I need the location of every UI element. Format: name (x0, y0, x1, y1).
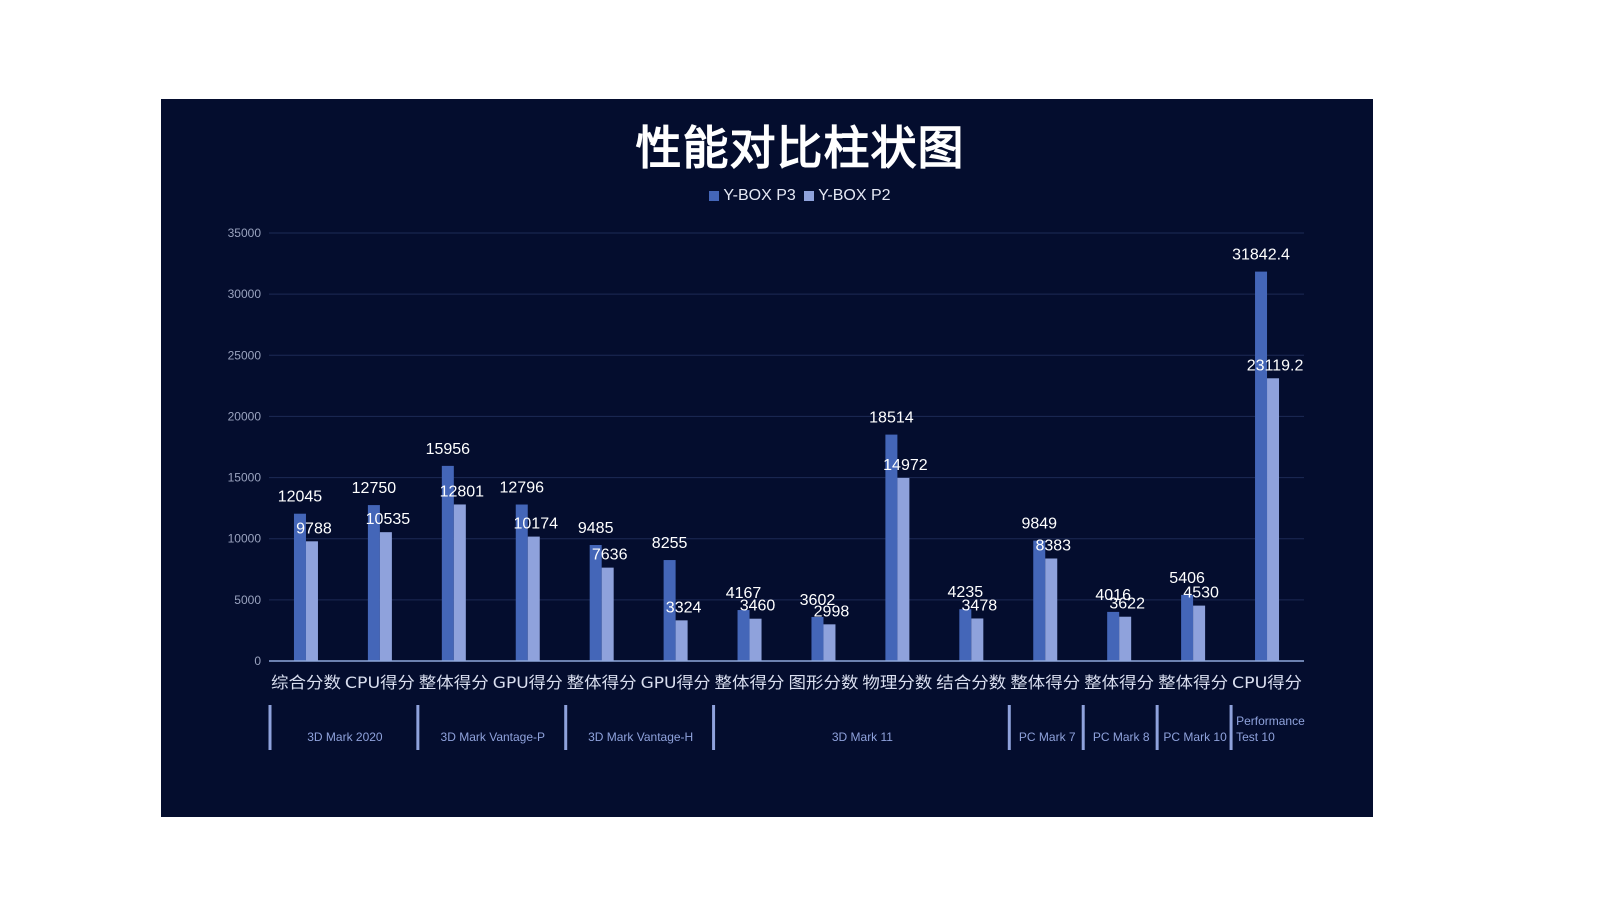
data-label: 3602 (800, 592, 836, 609)
data-label: 9788 (296, 520, 332, 537)
group-label: 3D Mark 11 (832, 730, 893, 744)
chart-title: 性能对比柱状图 (635, 121, 965, 175)
bar-p3 (811, 616, 824, 661)
group-label: PC Mark 7 (1019, 730, 1076, 744)
bar-p3 (441, 465, 454, 661)
bar-p3 (737, 610, 750, 661)
bar-p3 (1181, 594, 1194, 661)
data-label: 12750 (352, 480, 397, 497)
data-label: 3460 (740, 598, 776, 615)
x-tick-label: 物理分数 (862, 673, 932, 692)
bar-p2 (1193, 605, 1206, 661)
x-tick-label: 综合分数 (271, 673, 341, 692)
data-label: 15956 (426, 441, 471, 458)
legend-label-p2: Y-BOX P2 (818, 187, 891, 204)
group-label: 3D Mark 2020 (307, 730, 383, 744)
legend-swatch-p2 (804, 191, 815, 201)
data-label: 4235 (948, 584, 984, 601)
y-tick-label: 20000 (228, 409, 262, 423)
data-label: 8383 (1035, 537, 1071, 554)
data-label: 9485 (578, 520, 614, 537)
bar-p2 (749, 618, 762, 661)
x-tick-label: 整体得分 (1084, 673, 1154, 692)
group-label: Test 10 (1236, 730, 1275, 744)
legend-item-p2: Y-BOX P2 (804, 187, 891, 205)
bar-p2 (601, 567, 614, 661)
data-label: 10174 (514, 516, 559, 533)
bar-p2 (453, 504, 466, 661)
x-tick-label: CPU得分 (1232, 673, 1302, 692)
data-label: 3478 (962, 597, 998, 614)
bar-p3 (515, 504, 528, 661)
group-label: Performance (1236, 714, 1305, 728)
x-tick-label: 整体得分 (1158, 673, 1228, 692)
bar-p3 (959, 609, 972, 661)
bar-p2 (675, 620, 688, 661)
chart-panel (161, 99, 1373, 817)
bar-p2 (527, 536, 540, 661)
data-label: 31842.4 (1232, 247, 1290, 264)
data-label: 18514 (869, 410, 914, 427)
group-label: PC Mark 8 (1093, 730, 1150, 744)
bar-p3 (293, 513, 306, 661)
data-label: 2998 (814, 603, 850, 620)
data-label: 7636 (592, 547, 628, 564)
x-tick-label: CPU得分 (345, 673, 415, 692)
bar-p3 (663, 560, 676, 661)
x-tick-label: 整体得分 (567, 673, 637, 692)
bar-p2 (823, 624, 836, 661)
x-tick-label: 整体得分 (419, 673, 489, 692)
bar-p2 (379, 532, 392, 661)
data-label: 12796 (500, 480, 545, 497)
legend-swatch-p3 (709, 191, 720, 201)
bar-p3 (1033, 540, 1046, 661)
data-label: 23119.2 (1247, 357, 1304, 374)
data-label: 8255 (652, 535, 688, 552)
x-tick-label: GPU得分 (493, 673, 563, 692)
x-tick-label: 图形分数 (788, 673, 858, 692)
bar-p2 (897, 477, 910, 661)
y-tick-label: 10000 (228, 532, 262, 546)
legend: Y-BOX P3 Y-BOX P2 (0, 187, 1600, 206)
data-label: 3622 (1109, 596, 1145, 613)
y-tick-label: 35000 (228, 226, 262, 240)
group-label: PC Mark 10 (1163, 730, 1227, 744)
x-tick-label: 整体得分 (715, 673, 785, 692)
y-tick-label: 15000 (228, 471, 262, 485)
bar-p3 (367, 505, 380, 661)
group-label: 3D Mark Vantage-P (441, 730, 546, 744)
data-label: 12801 (440, 483, 485, 500)
bar-p3 (589, 545, 602, 661)
y-tick-label: 0 (254, 654, 261, 668)
y-tick-label: 5000 (234, 593, 261, 607)
bar-p3 (1107, 611, 1120, 661)
legend-label-p3: Y-BOX P3 (723, 187, 796, 204)
y-tick-label: 30000 (228, 287, 262, 301)
data-label: 10535 (366, 511, 411, 528)
x-tick-label: GPU得分 (641, 673, 711, 692)
data-label: 12045 (278, 489, 323, 506)
bar-p3 (1255, 271, 1268, 661)
data-label: 14972 (883, 457, 928, 474)
bar-p2 (971, 618, 984, 661)
legend-item-p3: Y-BOX P3 (709, 187, 796, 205)
data-label: 4016 (1095, 587, 1131, 604)
bar-p2 (1045, 558, 1058, 661)
data-label: 9849 (1021, 516, 1057, 533)
bar-p2 (1119, 616, 1132, 661)
data-label: 4530 (1183, 585, 1219, 602)
bar-p2 (1267, 378, 1280, 661)
data-label: 4167 (726, 585, 762, 602)
bar-p2 (305, 541, 318, 661)
y-tick-label: 25000 (228, 348, 262, 362)
x-tick-label: 结合分数 (936, 673, 1006, 692)
bar-p3 (885, 434, 898, 661)
data-label: 3324 (666, 599, 702, 616)
group-label: 3D Mark Vantage-H (588, 730, 693, 744)
x-tick-label: 整体得分 (1010, 673, 1080, 692)
data-label: 5406 (1169, 570, 1205, 587)
